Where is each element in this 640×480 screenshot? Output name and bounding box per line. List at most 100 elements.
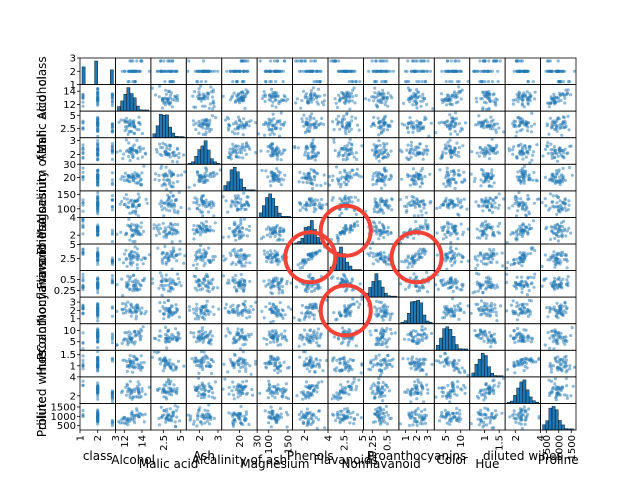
scatter-point [422,247,426,251]
scatter-point [323,93,327,97]
scatter-point [391,69,396,73]
scatter-point [482,257,486,261]
scatter-point [243,106,247,111]
scatter-point [418,124,422,128]
scatter-point [309,91,313,95]
scatter-point [454,247,458,251]
scatter-point [197,119,201,123]
scatter-point [442,182,446,186]
scatter-point [510,204,515,208]
scatter-point [405,80,409,84]
panel-magnesium-vs-diluted-wines [504,190,541,218]
scatter-point [426,59,430,63]
scatter-point [197,90,201,94]
scatter-point [405,208,409,213]
scatter-point [342,92,346,96]
scatter-point [168,155,172,159]
scatter-point [465,207,469,211]
scatter-point [81,251,85,255]
scatter-point [167,69,171,73]
scatter-point [136,192,140,196]
panel-magnesium-vs-proline [540,190,577,218]
scatter-point [311,182,315,186]
scatter-point [283,95,287,99]
scatter-point [445,166,449,170]
scatter-point [161,146,165,150]
scatter-point [524,213,528,217]
scatter-point [123,129,127,133]
scatter-point [558,224,562,228]
scatter-point [519,179,523,183]
scatter-point [387,153,391,157]
scatter-point [350,80,354,84]
scatter-point [406,59,410,63]
scatter-point [386,104,390,108]
scatter-point [487,254,491,258]
scatter-point [506,260,510,265]
scatter-point [178,239,182,243]
panel-phenols-vs-malic-acid [150,217,187,245]
scatter-point [128,158,132,163]
scatter-point [435,206,439,210]
histogram-bar [277,212,282,218]
scatter-point [554,151,558,155]
panel-flavanoids-vs-proanthocyanins [398,243,435,271]
scatter-point [338,127,342,131]
scatter-point [332,140,336,144]
scatter-point [96,258,100,263]
scatter-point [141,262,145,266]
scatter-point [377,90,381,94]
scatter-point [420,178,424,182]
scatter-point [275,167,279,171]
scatter-point [349,91,354,95]
scatter-point [364,97,368,101]
scatter-point [200,97,205,101]
scatter-point [139,225,143,229]
scatter-point [137,282,141,286]
scatter-point [386,233,390,237]
scatter-point [450,80,454,84]
scatter-point [120,69,124,73]
scatter-point [411,259,415,263]
scatter-point [494,103,498,107]
scatter-point [383,203,387,207]
scatter-point [484,219,488,224]
scatter-point [408,147,412,151]
scatter-point [446,59,450,63]
scatter-point [204,224,208,229]
scatter-point [345,111,349,115]
scatter-point [123,171,127,175]
scatter-point [445,103,449,107]
scatter-point [485,223,489,227]
scatter-point [377,252,381,256]
scatter-point [353,101,357,105]
scatter-point [341,125,345,129]
scatter-point [175,147,179,151]
scatter-point [281,69,285,73]
scatter-point [275,252,279,256]
scatter-point [246,69,250,73]
scatter-point [239,59,243,63]
scatter-point [247,228,251,233]
scatter-point [547,69,551,73]
scatter-point [171,69,175,73]
scatter-point [371,220,376,224]
panel-nonflavanoid-vs-alcalinity-of-ash [221,270,258,298]
scatter-point [558,199,562,203]
scatter-point [408,183,412,187]
histogram-bar [94,60,98,85]
scatter-point [159,204,164,208]
scatter-point [416,214,420,218]
panel-alcohol-vs-hue [469,84,506,112]
scatter-point [159,283,163,287]
scatter-point [495,143,499,147]
scatter-point [170,254,174,258]
scatter-point [137,195,141,199]
scatter-point [459,222,463,226]
scatter-point [339,69,343,73]
scatter-point [450,151,454,155]
scatter-point [131,145,135,149]
scatter-point [561,80,566,84]
scatter-point [206,96,210,101]
scatter-point [419,59,423,63]
